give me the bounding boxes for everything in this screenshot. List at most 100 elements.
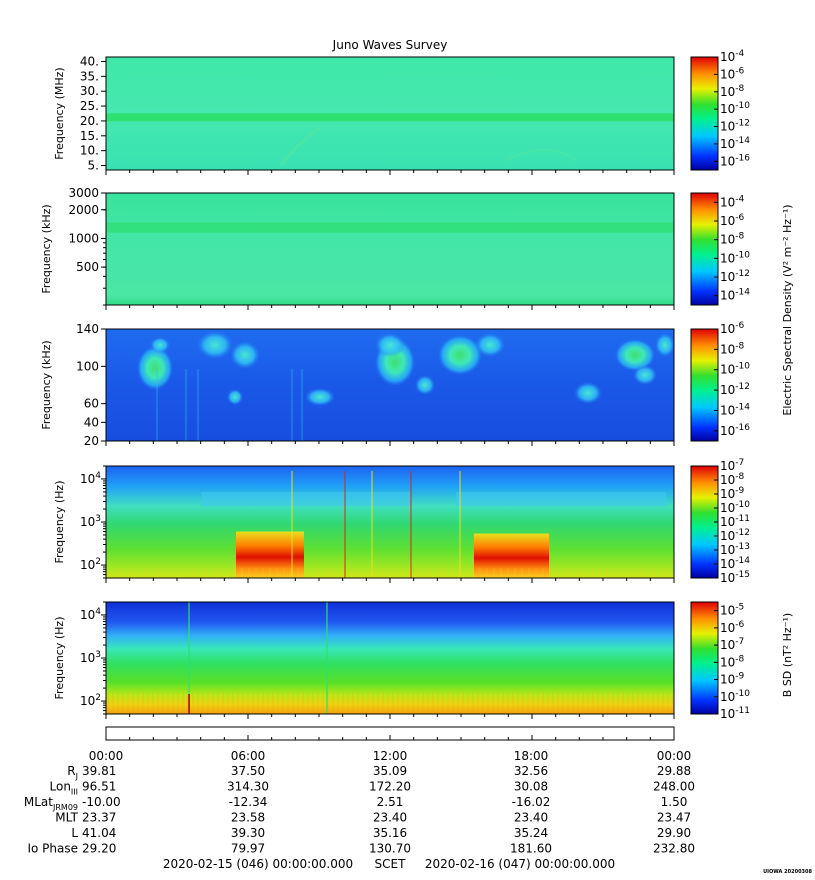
panel-1: 40.35.30.25.20.15.10.5. Frequency (MHz) 10…	[53, 49, 750, 175]
emission-blob	[415, 375, 435, 395]
emission-blob	[137, 346, 173, 390]
footer-scet: SCET	[375, 857, 407, 871]
colorbar-tick-label: 10-10	[720, 362, 750, 377]
colorbar-tick-label: 10-7	[720, 458, 744, 473]
colorbar-tick-label: 10-6	[720, 213, 745, 228]
y-tick-label: 15.	[80, 129, 99, 143]
emission-band	[106, 113, 674, 122]
ephemeris-value: 181.60	[510, 842, 552, 856]
y-tick-label: 500	[76, 260, 99, 274]
colorbar-tick-label: 10-14	[720, 402, 750, 417]
y-tick-label: 20	[84, 434, 99, 448]
emission-arc	[505, 149, 577, 161]
panel-5: 104 103 102 Frequency (Hz) 10-5 10-6 10-7 10-8 1…	[53, 601, 750, 721]
colorbar-tick-label: 10-13	[720, 542, 750, 557]
panels: 40.35.30.25.20.15.10.5. Frequency (MHz) 10…	[40, 49, 750, 721]
colorbar-tick-label: 10-14	[720, 136, 750, 151]
ephemeris-row-label: Io Phase	[27, 842, 78, 856]
footer-end: 2020-02-16 (047) 00:00:00.000	[425, 857, 615, 871]
colorbar-tick-label: 10-10	[720, 689, 750, 704]
y-tick-label: 40.	[80, 54, 99, 68]
spectrogram-panel-5	[106, 602, 674, 714]
emission-blob	[615, 339, 655, 371]
ephemeris-row-label: L	[71, 826, 78, 840]
colorbar-tick-label: 10-5	[720, 603, 744, 618]
y-tick-label: 3000	[68, 186, 99, 200]
colorbar-tick-label: 10-16	[720, 153, 750, 168]
colorbar-tick-label: 10-14	[720, 556, 750, 571]
time-label: 06:00	[231, 749, 266, 763]
colorbar-tick-label: 10-11	[720, 514, 750, 529]
colorbar	[690, 328, 719, 442]
ephemeris-value: 32.56	[514, 764, 548, 778]
time-labels: 00:00 06:00 12:00 18:00 00:00	[89, 735, 691, 763]
colorbar-tick-label: 10-8	[720, 341, 745, 356]
y-tick-label: 10.	[80, 144, 99, 158]
y-axis-label: Frequency (kHz)	[40, 340, 53, 429]
emission-blob	[150, 337, 170, 353]
ephemeris-table: RJ 39.81 37.50 35.09 32.56 29.88 LonIII 96.51 31…	[24, 764, 695, 856]
ephemeris-row-label: LonIII	[50, 780, 79, 797]
ephemeris-value: 35.09	[373, 764, 407, 778]
time-label: 12:00	[373, 749, 408, 763]
ephemeris-value: 35.16	[373, 826, 407, 840]
emission-band	[106, 222, 674, 233]
y-tick-label: 40	[84, 415, 99, 429]
y-tick-label: 5.	[88, 159, 99, 173]
ephemeris-value: 232.80	[653, 842, 695, 856]
ephemeris-row-label: MLatJRM09	[24, 795, 78, 812]
y-tick-label: 25.	[80, 99, 99, 113]
ephemeris-value: 23.40	[373, 811, 407, 825]
colorbar-tick-label: 10-12	[720, 382, 750, 397]
y-tick-label: 102	[80, 557, 101, 572]
colorbar-tick-label: 10-15	[720, 570, 750, 585]
ephemeris-value: 39.30	[231, 826, 265, 840]
credit: UIOWA 20200308	[763, 869, 812, 875]
colorbar-tick-label: 10-11	[720, 706, 750, 721]
colorbar-tick-label: 10-12	[720, 528, 750, 543]
y-tick-label: 60	[84, 397, 99, 411]
ephemeris-value: 23.58	[231, 811, 265, 825]
emission-blob	[230, 341, 260, 369]
ephemeris-value: -10.00	[82, 795, 121, 809]
emission-blob	[305, 388, 335, 406]
ephemeris-value: 96.51	[82, 780, 116, 794]
y-tick-label: 104	[80, 471, 101, 486]
y-axis-label: Frequency (kHz)	[40, 204, 53, 293]
ephemeris-value: 30.08	[514, 780, 548, 794]
colorbar-tick-label: 10-12	[720, 119, 750, 134]
ephemeris-value: 41.04	[82, 826, 116, 840]
ephemeris-value: 35.24	[514, 826, 548, 840]
ephemeris-value: 314.30	[227, 780, 269, 794]
y-axis-label: Frequency (Hz)	[53, 617, 66, 700]
emission-arc	[279, 125, 322, 166]
ephemeris-value: -12.34	[229, 795, 268, 809]
ephemeris-value: 130.70	[369, 842, 411, 856]
spectrogram-panel-4	[106, 466, 674, 578]
colorbar-label-electric: Electric Spectral Density (V² m⁻² Hz⁻¹)	[781, 204, 794, 415]
emission-blob	[375, 333, 405, 357]
ephemeris-value: 248.00	[653, 780, 695, 794]
colorbar-tick-label: 10-8	[720, 232, 745, 247]
ephemeris-value: 23.37	[82, 811, 116, 825]
colorbar-tick-label: 10-12	[720, 269, 750, 284]
ephemeris-value: 2.51	[377, 795, 404, 809]
colorbar-tick-label: 10-16	[720, 423, 750, 438]
colorbar-tick-label: 10-8	[720, 84, 745, 99]
emission-blob	[475, 333, 505, 357]
y-tick-label: 102	[80, 693, 101, 708]
y-axis-label: Frequency (Hz)	[53, 481, 66, 564]
chart-title: Juno Waves Survey	[332, 38, 448, 52]
colorbar-tick-label: 10-9	[720, 486, 745, 501]
ephemeris-value: 172.20	[369, 780, 411, 794]
colorbar-tick-label: 10-6	[720, 620, 745, 635]
ephemeris-value: 1.50	[661, 795, 688, 809]
emission-blob	[438, 335, 482, 375]
footer-start: 2020-02-15 (046) 00:00:00.000	[163, 857, 353, 871]
emission-blob	[227, 389, 243, 405]
colorbar	[690, 601, 719, 715]
ephemeris-row-label: RJ	[67, 764, 78, 781]
colorbar-tick-label: 10-4	[720, 194, 745, 209]
panel-2: 3000 2000 1000 500 Frequency (kHz) 10-4 10-6 10…	[40, 186, 750, 310]
